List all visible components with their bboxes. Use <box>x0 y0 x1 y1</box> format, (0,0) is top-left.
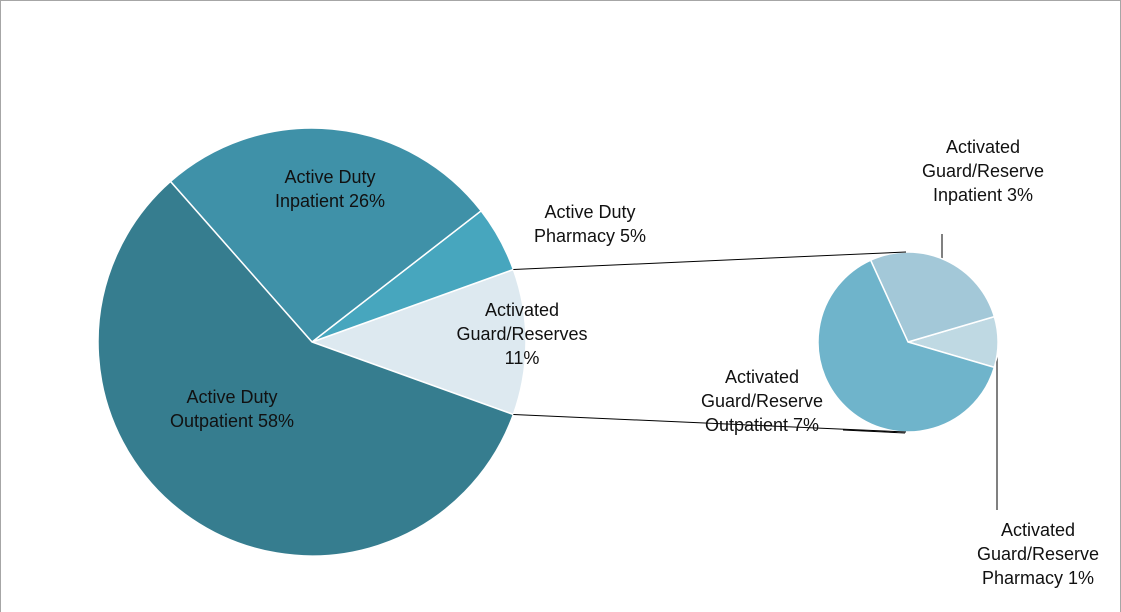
label-text: Activated Guard/Reserves <box>456 300 588 344</box>
label-text: 3% <box>1007 185 1034 205</box>
pie-slice <box>97 180 515 557</box>
label-text: Active Duty Inpatient <box>274 167 376 211</box>
label-text: 7% <box>793 415 820 435</box>
data-label: Active Duty Outpatient 58% <box>147 385 317 433</box>
pie-slice <box>169 127 483 344</box>
data-label: Active Duty Inpatient 26% <box>255 165 405 213</box>
label-text: 58% <box>258 411 295 431</box>
pie-slice <box>817 259 996 433</box>
data-label: Activated Guard/Reserves 11% <box>447 298 597 370</box>
data-label: Active Duty Pharmacy 5% <box>520 200 660 248</box>
label-text: Activated Guard/Reserve Pharmacy <box>976 520 1100 588</box>
connector-line <box>513 413 907 433</box>
data-label: Activated Guard/Reserve Outpatient 7% <box>692 365 832 437</box>
connector-line <box>513 251 907 271</box>
label-text: Activated Guard/Reserve Outpatient <box>700 367 824 435</box>
label-text: 26% <box>349 191 386 211</box>
label-text: 5% <box>620 226 647 246</box>
data-label: Activated Guard/Reserve Inpatient 3% <box>913 135 1053 207</box>
label-text: 11% <box>504 348 540 368</box>
label-text: Active Duty Outpatient <box>169 387 278 431</box>
leader-line <box>842 429 906 434</box>
label-text: 1% <box>1068 568 1095 588</box>
pie-slice <box>309 268 527 416</box>
label-text: Active Duty Pharmacy <box>533 202 636 246</box>
label-text: Activated Guard/Reserve Inpatient <box>921 137 1045 205</box>
pie-slice <box>869 251 996 343</box>
data-label: Activated Guard/Reserve Pharmacy 1% <box>968 518 1108 590</box>
